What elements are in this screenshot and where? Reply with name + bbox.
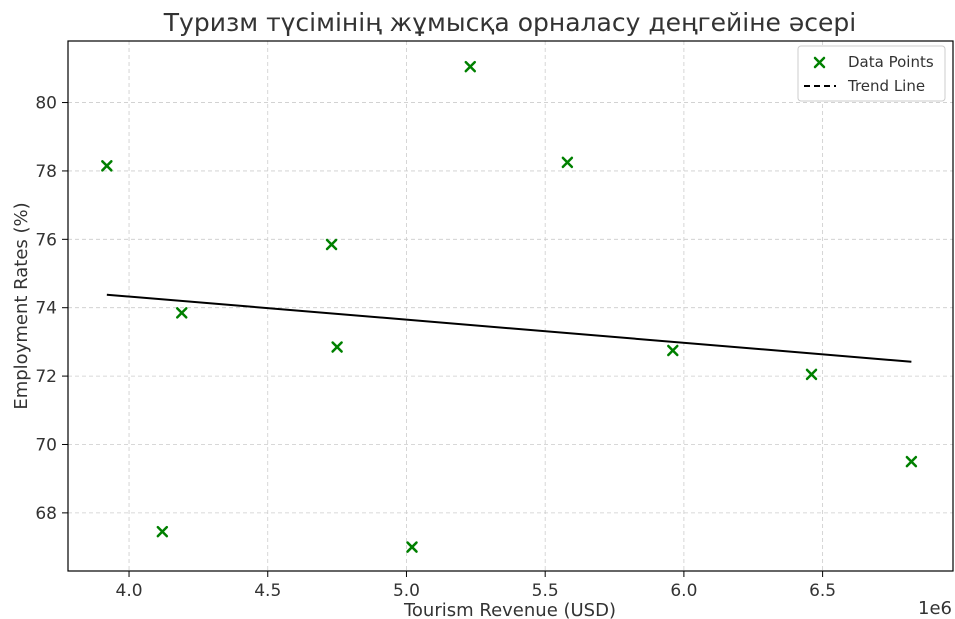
- legend: Data Points Trend Line: [797, 45, 946, 102]
- data-point: [905, 455, 918, 468]
- y-tick-label: 80: [35, 94, 57, 114]
- grid: [68, 41, 953, 571]
- x-tick-label: 5.0: [393, 581, 420, 601]
- legend-label-trend-line: Trend Line: [847, 77, 925, 95]
- points-layer: [101, 60, 918, 553]
- y-tick-label: 70: [35, 435, 57, 455]
- x-tick-label: 5.5: [532, 581, 559, 601]
- y-tick-label: 74: [35, 299, 57, 319]
- data-point: [325, 238, 338, 251]
- trend-layer: [106, 293, 912, 363]
- x-axis-offset-label: 1e6: [918, 598, 952, 619]
- x-tick-label: 4.0: [116, 581, 143, 601]
- y-axis-ticks: 68 70 72 74 76 78 80: [35, 94, 68, 524]
- plot-frame: [67, 40, 954, 572]
- data-point: [805, 368, 818, 381]
- trend-line: [106, 293, 912, 363]
- data-point: [175, 307, 188, 319]
- x-tick-label: 6.0: [670, 581, 697, 601]
- legend-marker-data-points: [813, 56, 826, 69]
- data-point: [156, 525, 169, 538]
- legend-box: [797, 45, 946, 102]
- y-tick-label: 76: [35, 230, 57, 250]
- x-tick-label: 4.5: [254, 581, 281, 601]
- data-point: [464, 60, 477, 73]
- x-tick-label: 6.5: [809, 581, 836, 601]
- y-axis-label: Employment Rates (%): [11, 202, 32, 409]
- chart-title: Туризм түсімінің жұмысқа орналасу деңгей…: [163, 8, 856, 37]
- x-axis-ticks: 4.0 4.5 5.0 5.5 6.0 6.5: [116, 571, 836, 601]
- legend-label-data-points: Data Points: [848, 53, 934, 71]
- data-point: [561, 156, 574, 169]
- data-point: [667, 344, 679, 357]
- data-point: [331, 341, 343, 353]
- y-tick-label: 72: [35, 367, 57, 387]
- x-axis-label: Tourism Revenue (USD): [403, 600, 616, 619]
- data-point: [101, 160, 113, 172]
- data-point: [406, 541, 418, 553]
- y-tick-label: 78: [35, 162, 57, 182]
- y-tick-label: 68: [35, 504, 57, 524]
